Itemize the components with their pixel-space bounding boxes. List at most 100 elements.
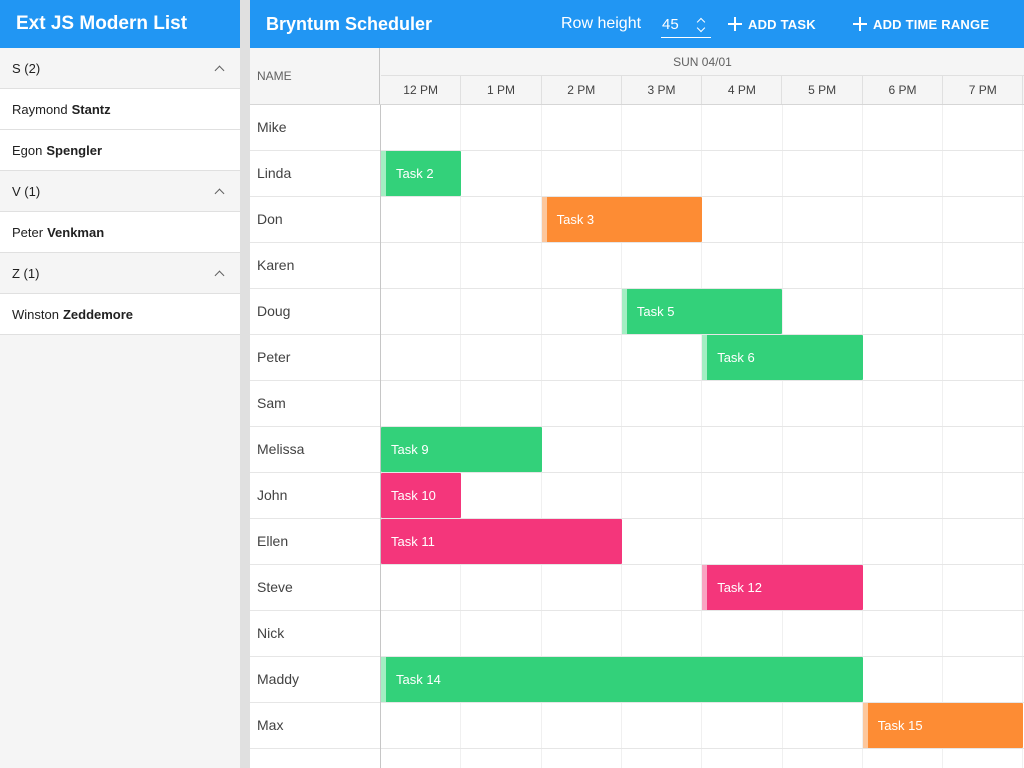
- last-name: Spengler: [46, 142, 102, 158]
- resource-row[interactable]: Doug: [250, 289, 1024, 335]
- event-label: Task 12: [717, 580, 762, 595]
- last-name: Stantz: [71, 101, 111, 117]
- resource-name: Don: [257, 211, 283, 227]
- event-label: Task 11: [391, 534, 435, 549]
- resource-row[interactable]: Sam: [250, 381, 1024, 427]
- event-bar[interactable]: Task 2: [381, 151, 462, 196]
- resource-name: Doug: [257, 303, 291, 319]
- group-header[interactable]: S (2): [0, 48, 240, 89]
- event-bar[interactable]: Task 15: [862, 703, 1024, 748]
- resource-row[interactable]: Max: [250, 703, 1024, 749]
- resource-name: Melissa: [257, 441, 305, 457]
- resource-name: Sam: [257, 395, 286, 411]
- first-name: Egon: [12, 142, 43, 158]
- resize-handle[interactable]: [541, 197, 547, 242]
- name-column-divider[interactable]: [380, 105, 381, 768]
- resource-name: Ellen: [257, 533, 289, 549]
- resize-handle[interactable]: [702, 335, 708, 380]
- row-height-stepper[interactable]: 45: [661, 12, 711, 38]
- event-bar[interactable]: Task 5: [621, 289, 783, 334]
- resource-row[interactable]: Linda: [250, 151, 1024, 197]
- resize-handle[interactable]: [862, 703, 868, 748]
- people-list: S (2) Raymond Stantz Egon Spengler V (1) Peter…: [0, 48, 240, 335]
- hour-header-cell: 12 PM: [381, 76, 462, 104]
- event-bar[interactable]: Task 9: [381, 427, 542, 472]
- add-time-range-label: ADD TIME RANGE: [873, 16, 990, 32]
- hour-grid-line: [861, 105, 863, 768]
- modern-list-panel: Ext JS Modern List S (2) Raymond Stantz Ego…: [0, 0, 240, 768]
- hour-grid-line: [1022, 105, 1024, 768]
- panel-splitter[interactable]: [240, 0, 250, 768]
- chevron-up-icon[interactable]: [214, 186, 224, 196]
- event-label: Task 15: [877, 718, 923, 733]
- resource-row[interactable]: Nick: [250, 611, 1024, 657]
- resource-name: Linda: [257, 165, 292, 181]
- group-label: V (1): [12, 183, 41, 199]
- resize-handle[interactable]: [381, 151, 386, 196]
- resource-row[interactable]: Melissa: [250, 427, 1024, 473]
- hour-grid-line: [781, 105, 783, 768]
- list-item[interactable]: Winston Zeddemore: [0, 294, 240, 335]
- resource-row[interactable]: Ellen: [250, 519, 1024, 565]
- scheduler-toolbar: Bryntum Scheduler Row height 45 ADD TASK…: [250, 0, 1024, 48]
- hour-header-cell: 1 PM: [461, 76, 542, 104]
- hour-header-cell: 2 PM: [542, 76, 622, 104]
- resource-name: Peter: [257, 349, 291, 365]
- event-label: Task 2: [396, 166, 434, 181]
- first-name: Raymond: [12, 101, 68, 117]
- list-item[interactable]: Peter Venkman: [0, 212, 240, 253]
- event-bar[interactable]: Task 12: [702, 565, 863, 610]
- resize-handle[interactable]: [621, 289, 627, 334]
- hour-header-cell: 6 PM: [863, 76, 944, 104]
- event-bar[interactable]: Task 14: [381, 657, 863, 702]
- resource-row[interactable]: Don: [250, 197, 1024, 243]
- chevron-up-icon[interactable]: [214, 268, 224, 278]
- group-header[interactable]: Z (1): [0, 253, 240, 294]
- first-name: Winston: [12, 306, 59, 322]
- resize-handle[interactable]: [702, 565, 708, 610]
- resource-row[interactable]: Mike: [250, 105, 1024, 151]
- add-task-button[interactable]: ADD TASK: [728, 0, 816, 48]
- resource-row[interactable]: Karen: [250, 243, 1024, 289]
- resize-handle[interactable]: [381, 657, 386, 702]
- event-bar[interactable]: Task 11: [381, 519, 622, 564]
- chevron-down-icon[interactable]: [696, 23, 706, 32]
- plus-icon: [728, 17, 742, 31]
- row-height-value[interactable]: 45: [662, 16, 679, 33]
- list-item[interactable]: Egon Spengler: [0, 130, 240, 171]
- event-bar[interactable]: Task 6: [702, 335, 863, 380]
- event-bar[interactable]: Task 3: [541, 197, 703, 242]
- grid-header: NAME SUN 04/01 12 PM 1 PM 2 PM 3 PM 4 PM 5 PM…: [250, 48, 1024, 105]
- resource-name: Mike: [257, 119, 287, 135]
- spinner-icon[interactable]: [695, 14, 709, 36]
- resource-row[interactable]: Steve: [250, 565, 1024, 611]
- resource-name: Steve: [257, 579, 293, 595]
- hour-header-cell: 5 PM: [783, 76, 863, 104]
- group-header[interactable]: V (1): [0, 171, 240, 212]
- hour-header-cell: 3 PM: [622, 76, 703, 104]
- list-item[interactable]: Raymond Stantz: [0, 89, 240, 130]
- resource-row[interactable]: Peter: [250, 335, 1024, 381]
- resource-name: Nick: [257, 625, 285, 641]
- chevron-up-icon[interactable]: [214, 63, 224, 73]
- add-time-range-button[interactable]: ADD TIME RANGE: [853, 0, 989, 48]
- event-label: Task 14: [396, 672, 441, 687]
- scheduler-title: Bryntum Scheduler: [266, 14, 433, 34]
- hour-grid-line: [620, 105, 622, 768]
- plus-icon: [853, 17, 867, 31]
- resource-name: Karen: [257, 257, 295, 273]
- group-label: Z (1): [12, 265, 40, 281]
- list-title: Ext JS Modern List: [0, 0, 240, 48]
- scheduler-panel: Bryntum Scheduler Row height 45 ADD TASK…: [250, 0, 1024, 768]
- event-label: Task 5: [636, 304, 675, 319]
- event-label: Task 9: [391, 442, 429, 457]
- resource-row[interactable]: Maddy: [250, 657, 1024, 703]
- name-column-header[interactable]: NAME: [250, 48, 380, 104]
- event-label: Task 10: [391, 488, 436, 503]
- first-name: Peter: [12, 224, 44, 240]
- event-bar[interactable]: Task 10: [381, 473, 462, 518]
- last-name: Venkman: [47, 224, 105, 240]
- hour-header-cell: 4 PM: [702, 76, 783, 104]
- resource-row[interactable]: John: [250, 473, 1024, 519]
- hour-grid-line: [942, 105, 944, 768]
